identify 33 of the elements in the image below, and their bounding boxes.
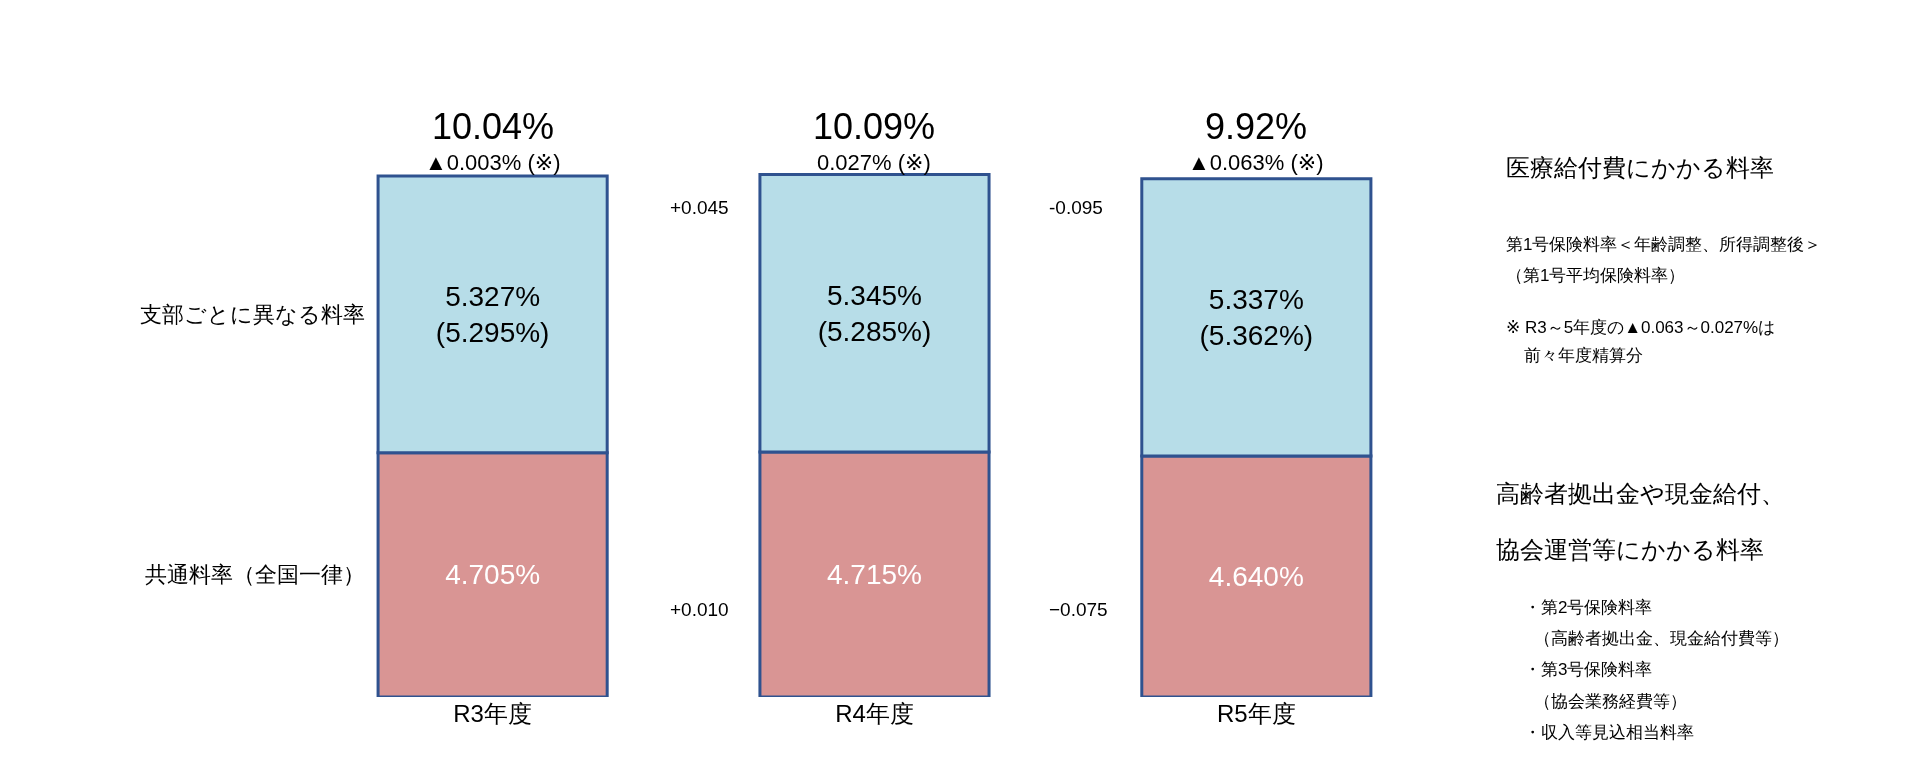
text: ・第2号保険料率	[1524, 598, 1653, 617]
annotation: ▲0.063% (※)	[1188, 150, 1324, 175]
text: ・収入等見込相当料率	[1524, 723, 1694, 742]
text: 第1号保険料率＜年齢調整、所得調整後＞	[1506, 235, 1822, 254]
text: ・第3号保険料率	[1524, 660, 1653, 679]
data-label: 5.327% (5.295%)	[435, 280, 550, 348]
series-label: 共通料率（全国一律）	[145, 562, 365, 587]
x-tick-label: R3年度	[453, 700, 532, 727]
text: 10.09%	[813, 106, 936, 147]
x-tick-label: R5年度	[1217, 700, 1296, 727]
annotation: -0.095	[1049, 197, 1103, 218]
data-label: 5.337% (5.362%)	[1199, 283, 1314, 352]
series-label: 支部ごとに異なる料率	[140, 302, 365, 327]
annotation: −0.075	[1049, 599, 1108, 620]
data-label: 5.345% (5.285%)	[817, 279, 932, 347]
text: 医療給付費にかかる料率	[1506, 154, 1774, 181]
text: （協会業務経費等）	[1534, 692, 1687, 711]
annotation: 0.027% (※)	[817, 150, 931, 175]
annotation: +0.010	[670, 599, 729, 620]
data-label: 4.715%	[827, 559, 922, 591]
text: ※ R3～5年度の▲0.063～0.027%は	[1506, 318, 1776, 337]
data-label: 4.640%	[1208, 561, 1304, 593]
text: （高齢者拠出金、現金給付費等）	[1534, 629, 1789, 648]
text: 前々年度精算分	[1524, 346, 1643, 365]
annotation: ▲0.003% (※)	[425, 150, 561, 175]
data-label: 4.705%	[445, 559, 541, 591]
text: 10.04%	[432, 106, 555, 147]
text: 協会運営等にかかる料率	[1496, 536, 1764, 563]
text: 9.92%	[1205, 106, 1308, 147]
annotation: +0.045	[670, 197, 729, 218]
x-tick-label: R4年度	[835, 700, 914, 727]
text: 高齢者拠出金や現金給付、	[1496, 480, 1785, 507]
text: （第1号平均保険料率）	[1506, 266, 1686, 285]
